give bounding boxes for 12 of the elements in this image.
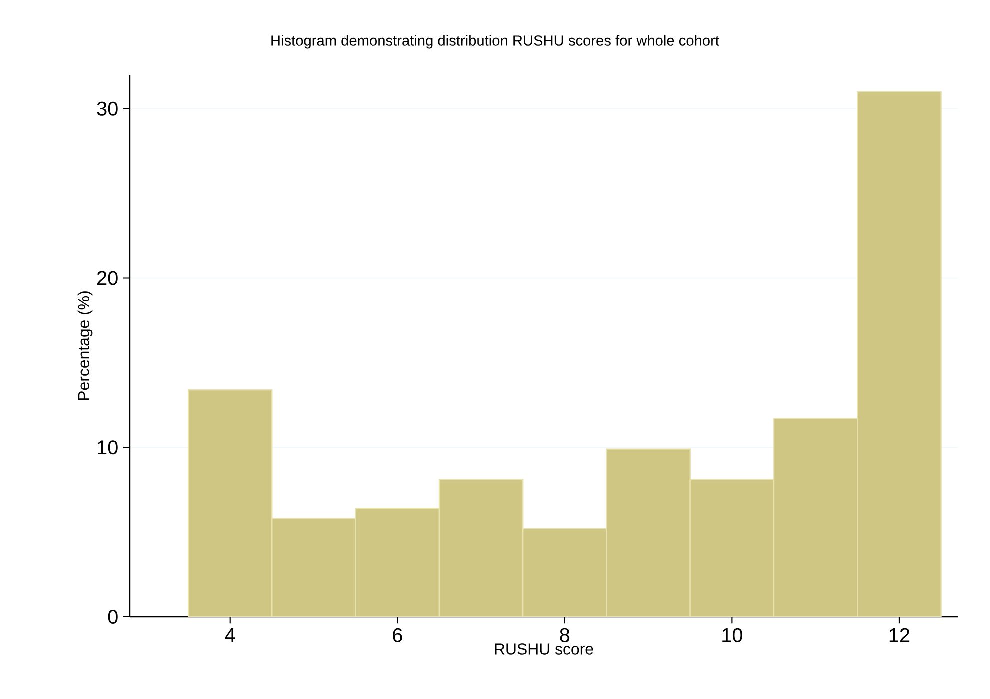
y-axis-title: Percentage (%) <box>78 292 93 400</box>
chart-title: Histogram demonstrating distribution RUSHU scores for whole cohort <box>272 35 720 49</box>
x-axis-title: RUSHU score <box>495 644 594 655</box>
y-tick-label: 0 <box>108 610 118 624</box>
x-tick-label: 4 <box>225 628 236 642</box>
x-tick-label: 12 <box>890 628 910 642</box>
y-tick-label: 10 <box>98 440 118 455</box>
y-tick-label: 20 <box>98 271 118 286</box>
x-tick-label: 8 <box>560 628 570 642</box>
x-tick-label: 10 <box>722 628 742 642</box>
y-tick-label: 30 <box>97 102 118 116</box>
x-tick-label: 6 <box>393 628 402 642</box>
